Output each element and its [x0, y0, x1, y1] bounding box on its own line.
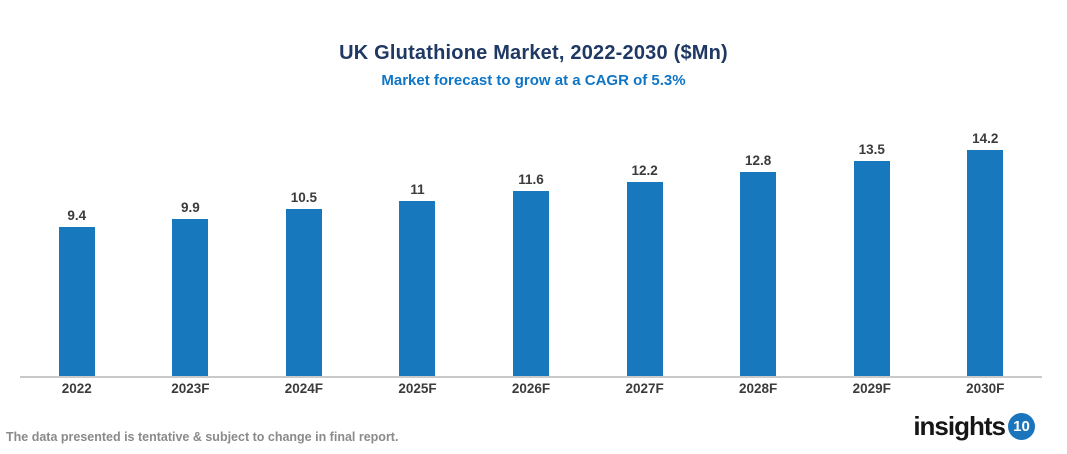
bar-column: 11	[361, 115, 475, 377]
x-axis-labels: 2022 2023F 2024F 2025F 2026F 2027F 2028F 2029F 2…	[20, 381, 1042, 396]
bar-chart-plot-area: 9.4 9.9 10.5 11 11.6 12.2 12.8 13.5 14.2	[20, 115, 1042, 377]
chart-title: UK Glutathione Market, 2022-2030 ($Mn)	[339, 42, 728, 64]
logo-badge-icon: 10	[1008, 413, 1035, 440]
bar-value-label: 9.9	[180, 200, 200, 215]
x-axis-line	[20, 376, 1042, 378]
bar-value-label: 11	[410, 182, 425, 197]
logo-text: insights	[913, 411, 1006, 441]
bar	[740, 172, 777, 377]
bar	[399, 201, 436, 377]
bar-value-label: 14.2	[972, 131, 999, 146]
x-axis-label: 2028F	[739, 381, 778, 396]
bar-value-label: 12.8	[745, 153, 772, 168]
x-axis-label: 2023F	[171, 381, 210, 396]
x-axis-label: 2025F	[398, 381, 437, 396]
bar-column: 14.2	[929, 115, 1043, 377]
x-axis-label: 2022	[61, 381, 92, 396]
footer-disclaimer: The data presented is tentative & subjec…	[6, 430, 399, 444]
bar	[853, 161, 890, 377]
bar-value-label: 11.6	[518, 172, 544, 187]
bar-column: 9.4	[20, 115, 134, 377]
bar	[285, 209, 322, 377]
bar-value-label: 13.5	[858, 142, 885, 157]
bar-column: 12.8	[701, 115, 815, 377]
x-axis-label: 2029F	[852, 381, 891, 396]
bar-column: 11.6	[474, 115, 588, 377]
x-axis-label: 2027F	[625, 381, 664, 396]
bar	[58, 227, 95, 377]
bar-column: 9.9	[134, 115, 248, 377]
x-axis-label: 2024F	[284, 381, 324, 396]
bar-column: 12.2	[588, 115, 702, 377]
bar-value-label: 12.2	[631, 163, 658, 178]
bar	[172, 219, 209, 377]
insights10-logo: insights 10	[913, 411, 1035, 442]
x-axis-label: 2030F	[966, 381, 1005, 396]
bar	[626, 182, 663, 377]
bar	[967, 150, 1004, 377]
bar-value-label: 9.4	[67, 208, 87, 223]
bar-value-label: 10.5	[290, 190, 318, 205]
x-axis-label: 2026F	[511, 381, 551, 396]
bar-column: 10.5	[247, 115, 361, 377]
bar-column: 13.5	[815, 115, 929, 377]
bar	[513, 191, 550, 377]
chart-subtitle: Market forecast to grow at a CAGR of 5.3…	[381, 72, 686, 89]
